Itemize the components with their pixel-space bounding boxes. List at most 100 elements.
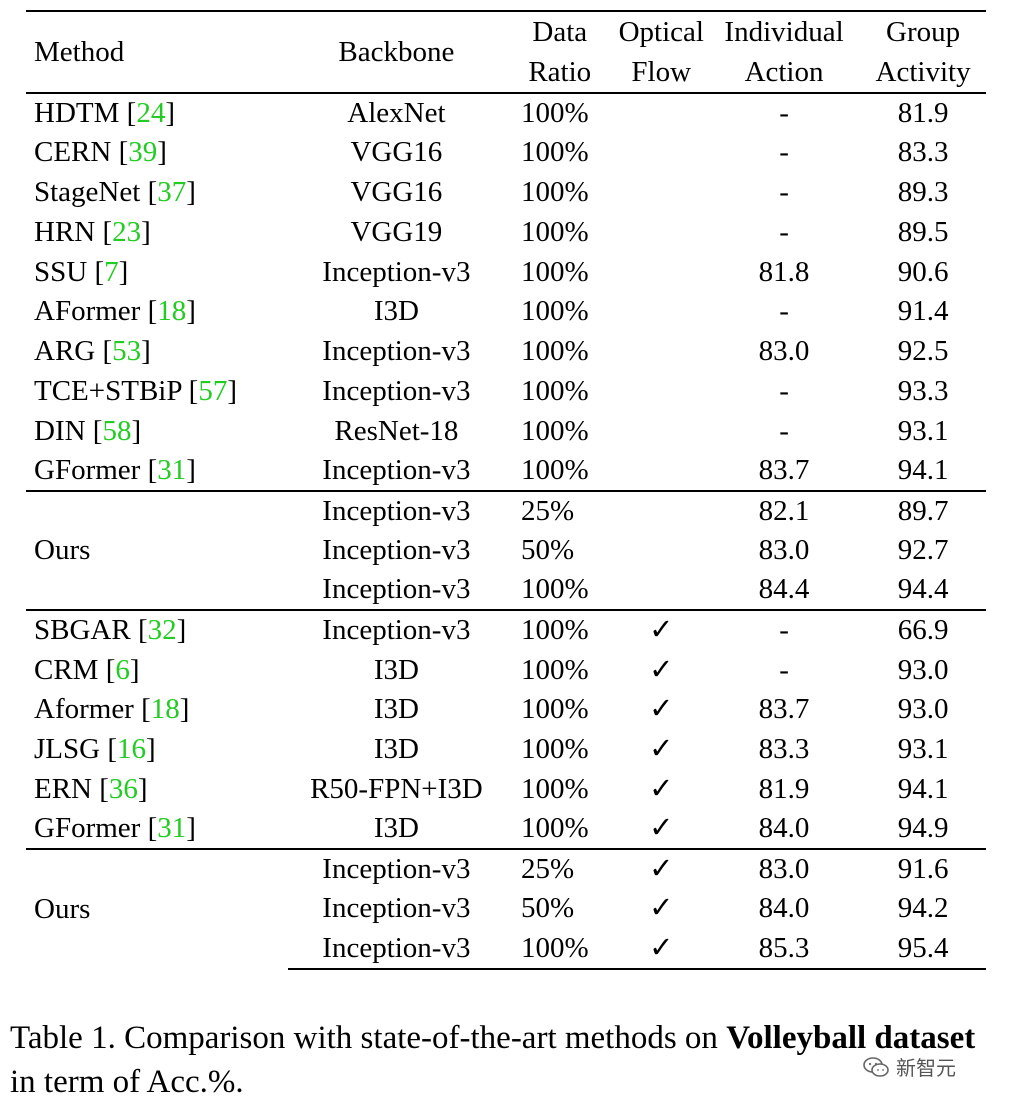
citation-link: 6 <box>115 653 130 686</box>
backbone-cell: Inception-v3 <box>322 573 471 606</box>
method-name: SSU <box>34 255 88 288</box>
optical-flow-cell <box>615 292 708 332</box>
column-header-line: Method <box>34 36 125 68</box>
group-activity-cell: 93.3 <box>897 374 949 407</box>
individual-action-cell: - <box>779 653 789 686</box>
data-ratio-cell: 50% <box>520 892 575 925</box>
backbone-cell: Inception-v3 <box>322 374 471 407</box>
table-row: Ours Inception-v3 25% ✓ 83.0 91.6 <box>26 848 986 969</box>
column-header-line: Optical <box>618 16 704 48</box>
backbone-cell: I3D <box>373 295 419 328</box>
method-cell: CRM [6] <box>34 653 140 686</box>
column-header-line: Individual <box>724 16 844 48</box>
citation-link: 36 <box>108 772 138 805</box>
data-ratio-cell: 100% <box>520 215 589 248</box>
data-ratio-cell: 25% <box>504 848 615 889</box>
backbone-cell: Inception-v3 <box>322 255 471 288</box>
individual-action-cell: - <box>779 374 789 407</box>
optical-flow-cell <box>615 212 708 252</box>
group-activity-cell: 94.1 <box>897 772 949 805</box>
group-activity-cell: 89.5 <box>897 215 949 248</box>
optical-flow-cell <box>615 252 708 292</box>
optical-flow-cell: ✓ <box>649 693 674 726</box>
citation-link: 37 <box>157 175 187 208</box>
data-ratio-cell: 100% <box>520 96 589 129</box>
method-cell: DIN [58] <box>34 414 142 447</box>
table-row: Inception-v3 100% ✓ 85.3 95.4 <box>26 928 986 970</box>
group-activity-cell: 90.6 <box>897 255 949 288</box>
citation-link: 32 <box>147 614 177 647</box>
method-name: ARG <box>34 335 96 368</box>
backbone-cell: ResNet-18 <box>334 414 459 447</box>
table-row: GFormer [31] Inception-v3 100% 83.7 94.1 <box>26 451 986 491</box>
table-row: ERN [36] R50-FPN+I3D 100% ✓ 81.9 94.1 <box>26 770 986 810</box>
individual-action-cell: 84.4 <box>758 573 810 606</box>
individual-action-cell: 81.9 <box>758 772 810 805</box>
header-row: Method Backbone Data Ratio Optical Flow Indivi… <box>26 10 986 94</box>
table-body: HDTM [24] AlexNet 100% - 81.9 CERN [39] VGG16 1… <box>26 93 986 970</box>
group-activity-cell: 89.7 <box>860 489 986 531</box>
backbone-cell: Inception-v3 <box>322 335 471 368</box>
individual-action-cell: - <box>707 609 861 651</box>
method-cell: SBGAR [32] <box>26 609 288 651</box>
method-cell: SSU [7] <box>34 255 129 288</box>
method-name: SBGAR <box>34 614 131 647</box>
individual-action-cell: 82.1 <box>707 489 861 531</box>
optical-flow-cell <box>615 571 708 611</box>
backbone-cell: Inception-v3 <box>287 848 505 889</box>
group-activity-cell: 94.9 <box>897 812 949 845</box>
table-row: ARG [53] Inception-v3 100% 83.0 92.5 <box>26 332 986 372</box>
individual-action-cell: - <box>779 215 789 248</box>
method-name: StageNet <box>34 175 141 208</box>
backbone-cell: VGG16 <box>350 136 443 169</box>
individual-action-cell: 83.7 <box>758 454 810 487</box>
method-name: CERN <box>34 136 112 169</box>
group-activity-cell: 91.6 <box>860 848 986 889</box>
table-caption: Table 1. Comparison with state-of-the-ar… <box>10 1016 1005 1104</box>
column-header: Optical Flow <box>614 10 708 94</box>
optical-flow-cell <box>615 173 708 213</box>
optical-flow-cell <box>614 489 708 531</box>
column-header-line: Data <box>532 16 588 48</box>
method-name: GFormer <box>34 454 141 487</box>
individual-action-cell: 85.3 <box>707 928 861 970</box>
table-row: GFormer [31] I3D 100% ✓ 84.0 94.9 <box>26 809 986 849</box>
column-header: Data Ratio <box>504 10 615 94</box>
caption-bold: Volleyball dataset <box>726 1020 976 1056</box>
data-ratio-cell: 100% <box>504 609 615 651</box>
individual-action-cell: 84.0 <box>758 812 810 845</box>
table-row: JLSG [16] I3D 100% ✓ 83.3 93.1 <box>26 730 986 770</box>
citation-link: 58 <box>102 414 132 447</box>
method-cell: ERN [36] <box>34 772 148 805</box>
table-row: Aformer [18] I3D 100% ✓ 83.7 93.0 <box>26 690 986 730</box>
data-ratio-cell: 100% <box>520 772 589 805</box>
method-cell: JLSG [16] <box>34 733 156 766</box>
backbone-cell: Inception-v3 <box>287 928 505 970</box>
table-row: Inception-v3 50% ✓ 84.0 94.2 <box>26 889 986 929</box>
optical-flow-cell: ✓ <box>649 772 674 805</box>
method-cell: CERN [39] <box>34 136 167 169</box>
backbone-cell: VGG19 <box>350 215 443 248</box>
optical-flow-cell <box>615 133 708 173</box>
table-row: Inception-v3 100% 84.4 94.4 <box>26 571 986 611</box>
backbone-cell: Inception-v3 <box>322 534 471 567</box>
table-row: TCE+STBiP [57] Inception-v3 100% - 93.3 <box>26 372 986 412</box>
watermark: 新智元 <box>862 1052 956 1081</box>
group-activity-cell: 83.3 <box>897 136 949 169</box>
backbone-cell: Inception-v3 <box>322 892 471 925</box>
table-row: HDTM [24] AlexNet 100% - 81.9 <box>26 93 986 133</box>
citation-link: 18 <box>157 295 187 328</box>
watermark-text: 新智元 <box>896 1056 956 1080</box>
group-activity-cell: 93.0 <box>897 653 949 686</box>
method-name: HRN <box>34 215 96 248</box>
group-activity-cell: 81.9 <box>897 96 949 129</box>
wechat-icon <box>863 1056 889 1077</box>
column-header: Method <box>26 10 288 94</box>
method-cell: HDTM [24] <box>34 96 175 129</box>
data-ratio-cell: 100% <box>520 733 589 766</box>
method-cell: StageNet [37] <box>34 175 196 208</box>
group-activity-cell: 93.1 <box>897 414 949 447</box>
individual-action-cell: - <box>779 96 789 129</box>
data-ratio-cell: 100% <box>520 414 589 447</box>
optical-flow-cell <box>615 93 708 133</box>
